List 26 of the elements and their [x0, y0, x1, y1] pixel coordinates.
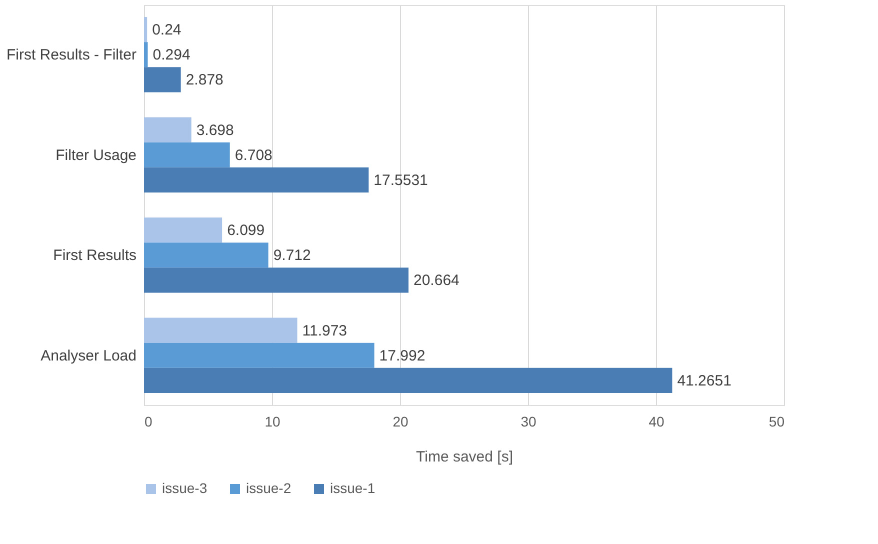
legend-label: issue-2 — [246, 480, 292, 496]
y-tick-label: Filter Usage — [56, 146, 136, 164]
x-tick-label: 30 — [520, 414, 536, 430]
legend-label: issue-1 — [330, 480, 376, 496]
x-tick-label: 40 — [648, 414, 664, 430]
y-tick-label: Analyser Load — [40, 347, 136, 364]
x-tick-label: 20 — [392, 414, 408, 430]
data-label: 6.099 — [227, 222, 265, 240]
x-axis-title: Time saved [s] — [416, 448, 513, 466]
data-label: 0.294 — [152, 46, 190, 64]
data-label: 41.2651 — [677, 372, 732, 390]
y-tick-label: First Results - Filter — [6, 46, 136, 64]
data-label: 11.973 — [302, 322, 348, 340]
x-tick-label: 0 — [144, 414, 152, 430]
data-label: 17.5531 — [374, 172, 428, 189]
data-label: 3.698 — [196, 122, 234, 139]
data-label: 6.708 — [234, 146, 272, 164]
y-tick-label: First Results — [53, 247, 136, 264]
x-tick-label: 10 — [264, 414, 280, 430]
x-tick-label: 50 — [768, 414, 785, 430]
data-label: 0.24 — [152, 22, 182, 39]
legend-label: issue-3 — [162, 480, 208, 496]
data-label: 2.878 — [186, 72, 224, 89]
data-label: 17.992 — [379, 347, 426, 364]
data-label: 20.664 — [414, 272, 460, 290]
data-label: 9.712 — [273, 247, 311, 264]
